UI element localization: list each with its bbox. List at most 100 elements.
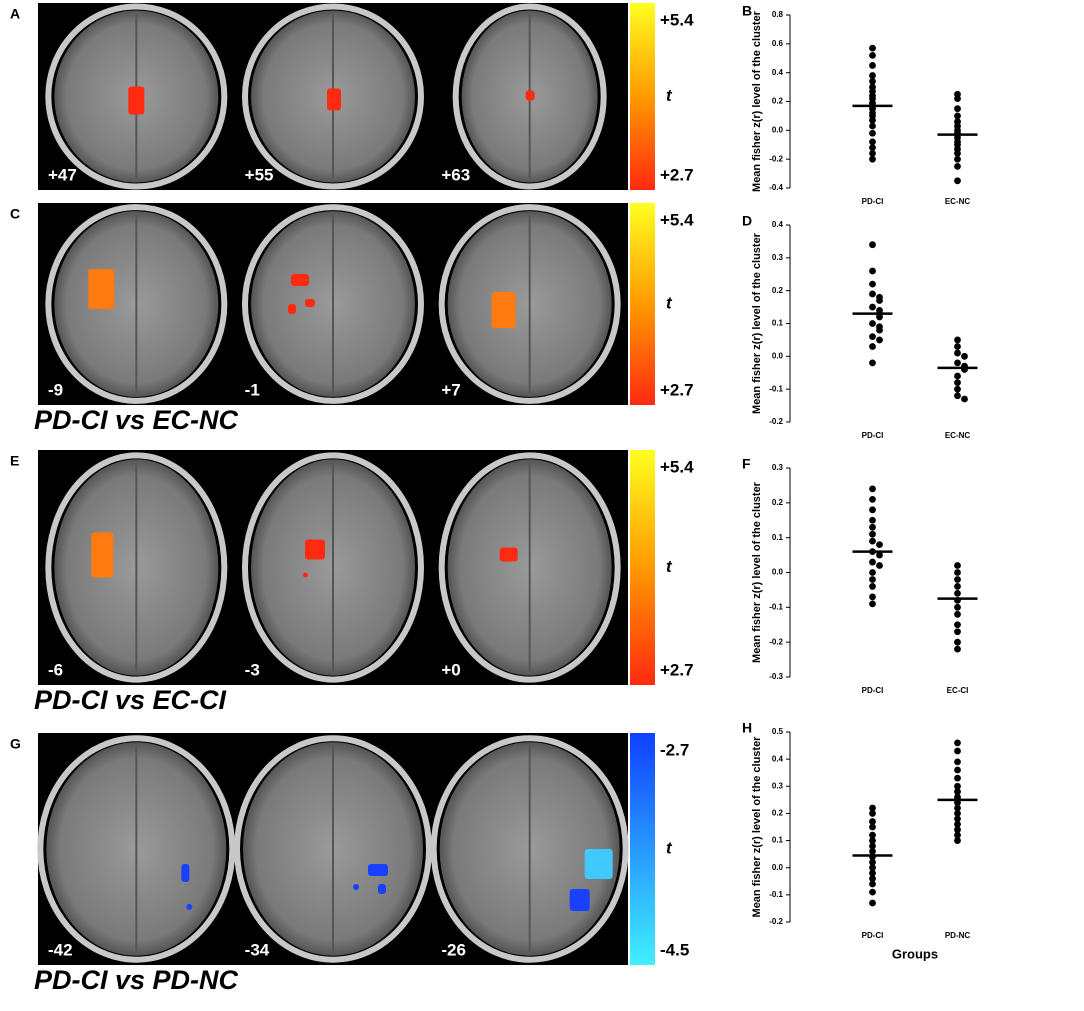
colorbar-min-label: +2.7 <box>660 380 694 399</box>
data-point <box>869 569 876 576</box>
data-point <box>954 747 961 755</box>
y-tick-label: 0.0 <box>772 125 784 134</box>
activation-cluster <box>88 269 115 309</box>
y-tick-label: 0.4 <box>772 754 784 763</box>
data-point <box>954 638 961 646</box>
y-tick-label: -0.4 <box>769 183 783 192</box>
slice-label: -26 <box>441 940 466 959</box>
skull <box>430 735 629 963</box>
data-point <box>876 297 883 304</box>
skull <box>242 204 424 404</box>
data-point <box>954 621 961 629</box>
y-tick-label: -0.2 <box>769 637 783 646</box>
data-point <box>869 864 876 872</box>
data-point <box>869 530 876 538</box>
data-point <box>954 831 961 839</box>
skull <box>452 3 607 190</box>
data-point <box>869 576 876 583</box>
colorbar-title: t <box>666 557 673 576</box>
comparison-title: PD-CI vs EC-CI <box>34 685 227 715</box>
y-tick-label: 0.1 <box>772 836 784 845</box>
data-point <box>954 739 961 747</box>
colorbar-min-label: +2.7 <box>660 165 694 184</box>
data-point <box>954 359 961 367</box>
data-point <box>954 569 961 576</box>
panel-label: D <box>742 213 752 229</box>
data-point <box>954 372 961 380</box>
y-tick-label: -0.3 <box>769 672 783 681</box>
data-point <box>954 343 961 350</box>
data-point <box>954 610 961 618</box>
y-tick-label: 0.0 <box>772 863 784 872</box>
data-point <box>954 826 961 834</box>
data-point <box>869 241 876 249</box>
data-point <box>869 888 876 896</box>
data-point <box>869 837 876 844</box>
panel-label: G <box>10 736 21 752</box>
data-point <box>954 562 961 569</box>
data-point <box>954 758 961 766</box>
y-tick-label: 0.2 <box>772 286 784 295</box>
activation-cluster <box>186 904 193 910</box>
slice-label: +47 <box>48 165 77 184</box>
x-tick-label: PD-CI <box>862 197 884 206</box>
y-tick-label: 0.3 <box>772 781 784 790</box>
slice-label: -42 <box>48 940 73 959</box>
data-point <box>869 506 876 514</box>
y-tick-label: -0.1 <box>769 890 783 899</box>
slice-label: +0 <box>441 660 460 679</box>
data-point <box>954 782 961 790</box>
y-tick-label: 0.1 <box>772 533 784 542</box>
data-point <box>876 562 883 569</box>
skull <box>45 204 228 404</box>
activation-cluster <box>305 539 325 560</box>
data-point <box>876 313 883 321</box>
activation-cluster <box>491 292 516 328</box>
y-tick-label: 0.8 <box>772 10 784 19</box>
activation-cluster <box>91 532 114 578</box>
data-point <box>869 818 876 825</box>
y-axis-label: Mean fisher z(r) level of the cluster <box>751 10 763 192</box>
y-tick-label: 0.5 <box>772 727 784 736</box>
activation-cluster <box>327 88 341 111</box>
data-point <box>869 495 876 503</box>
colorbar <box>630 450 655 685</box>
x-tick-label: PD-CI <box>862 431 884 440</box>
data-point <box>869 51 876 59</box>
data-point <box>869 303 876 311</box>
y-tick-label: -0.1 <box>769 384 783 393</box>
comparison-title: PD-CI vs PD-NC <box>34 965 239 995</box>
data-point <box>954 766 961 774</box>
skull <box>242 452 424 683</box>
y-tick-label: 0.2 <box>772 809 784 818</box>
data-point <box>869 320 876 327</box>
colorbar <box>630 3 655 190</box>
data-point <box>869 537 876 545</box>
colorbar <box>630 203 655 405</box>
slice-label: -3 <box>245 660 260 679</box>
data-point <box>954 336 961 344</box>
data-point <box>954 576 961 583</box>
panel-label: A <box>10 6 20 22</box>
skull <box>242 3 424 190</box>
data-point <box>954 385 961 393</box>
data-point <box>954 788 961 796</box>
slice-label: -9 <box>48 380 63 399</box>
y-tick-label: 0.3 <box>772 463 784 472</box>
data-point <box>954 177 961 185</box>
activation-cluster <box>128 86 145 115</box>
colorbar-max-label: +5.4 <box>660 210 694 229</box>
data-point <box>869 583 876 590</box>
data-point <box>869 72 876 79</box>
data-point <box>869 129 876 137</box>
x-tick-label: EC-NC <box>945 431 971 440</box>
data-point <box>869 858 876 866</box>
activation-cluster <box>368 864 388 876</box>
activation-cluster <box>291 274 309 286</box>
data-point <box>954 603 961 611</box>
activation-cluster <box>584 849 613 879</box>
panel-label: C <box>10 206 20 222</box>
panel-label: F <box>742 456 751 472</box>
data-point <box>954 590 961 597</box>
